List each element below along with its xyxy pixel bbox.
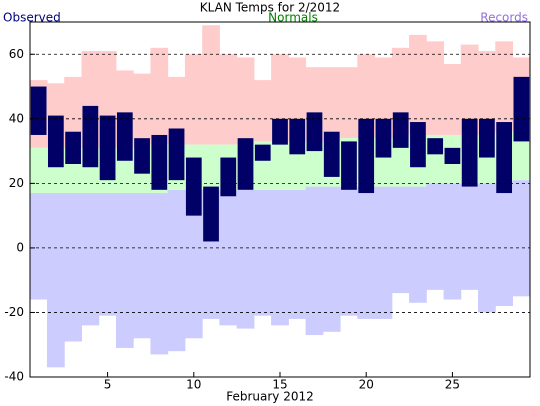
record-high-bar — [426, 41, 445, 135]
record-high-bar — [478, 51, 496, 135]
record-high-bar — [357, 54, 376, 139]
legend-label: Normals — [268, 11, 318, 25]
record-high-bar — [409, 34, 427, 135]
legend-label: Records — [480, 11, 528, 25]
normal-bar — [305, 141, 324, 187]
observed-bar — [513, 76, 530, 142]
record-high-bar — [150, 47, 169, 145]
observed-bar — [99, 115, 116, 181]
normal-bar — [271, 141, 289, 190]
record-high-bar — [184, 54, 203, 145]
record-high-bar — [460, 44, 479, 135]
observed-bar — [461, 118, 478, 187]
record-low-bar — [64, 193, 82, 342]
observed-bar — [203, 186, 219, 242]
record-high-bar — [133, 73, 151, 148]
record-low-bar — [426, 183, 445, 290]
record-high-bar — [202, 25, 220, 145]
x-tick-label: 10 — [186, 378, 201, 392]
observed-bar — [392, 112, 409, 148]
record-high-bar — [253, 80, 272, 142]
observed-bar — [375, 118, 392, 158]
observed-bar — [30, 86, 47, 135]
record-high-bar — [64, 76, 82, 148]
record-low-bar — [133, 193, 151, 339]
x-tick-label: 5 — [104, 378, 112, 392]
observed-bar — [444, 147, 461, 164]
observed-bar — [410, 122, 426, 168]
observed-bar — [134, 138, 150, 174]
plot-border — [29, 21, 531, 378]
record-high-bar — [322, 67, 341, 142]
x-axis-label: February 2012 — [226, 390, 314, 404]
record-low-bar — [98, 193, 117, 316]
legend-label: Observed — [3, 11, 61, 25]
record-high-bar — [340, 67, 358, 139]
y-tick-label: 20 — [9, 176, 24, 190]
observed-bar — [306, 112, 323, 152]
record-low-bar — [288, 189, 307, 319]
y-tick-label: -40 — [4, 370, 24, 384]
observed-bar — [323, 131, 340, 177]
record-low-bar — [46, 193, 65, 368]
record-low-bar — [115, 193, 134, 348]
record-high-bar — [495, 41, 514, 132]
record-low-bar — [81, 193, 100, 326]
record-low-bar — [167, 189, 186, 352]
observed-bar — [82, 105, 99, 168]
normal-bar — [29, 147, 48, 194]
observed-bar — [220, 157, 237, 197]
record-high-bar — [443, 63, 462, 135]
observed-bar — [116, 112, 133, 161]
normal-bar — [512, 131, 531, 181]
record-low-bar — [495, 183, 514, 306]
record-low-bar — [340, 186, 358, 316]
record-low-bar — [184, 189, 203, 339]
record-low-bar — [322, 186, 341, 332]
observed-bar — [358, 118, 375, 194]
observed-bar — [237, 138, 254, 190]
x-tick-label: 25 — [445, 378, 460, 392]
observed-bar — [272, 118, 288, 145]
observed-bar — [427, 138, 444, 155]
record-low-bar — [271, 189, 289, 326]
observed-bar — [168, 128, 185, 181]
record-high-bar — [374, 57, 393, 139]
record-high-bar — [236, 57, 255, 145]
observed-bar — [496, 122, 513, 194]
record-high-bar — [219, 54, 238, 145]
observed-bar — [151, 134, 168, 190]
record-low-bar — [443, 183, 462, 300]
record-low-bar — [150, 193, 169, 355]
record-low-bar — [391, 186, 410, 294]
record-low-bar — [374, 186, 393, 319]
y-tick-label: 60 — [9, 47, 24, 61]
observed-bar — [65, 131, 81, 164]
observed-bar — [479, 118, 495, 158]
y-tick-label: -20 — [4, 305, 24, 319]
record-low-bar — [236, 189, 255, 329]
record-high-bar — [167, 76, 186, 145]
record-low-bar — [219, 189, 238, 326]
observed-bar — [254, 144, 271, 161]
observed-bar — [47, 115, 64, 168]
y-tick-label: 40 — [9, 111, 24, 125]
y-tick-label: 0 — [16, 240, 24, 254]
record-low-bar — [409, 186, 427, 303]
observed-bar — [289, 118, 306, 155]
record-low-bar — [512, 180, 531, 297]
record-low-bar — [29, 193, 48, 300]
record-low-bar — [253, 189, 272, 316]
observed-bar — [185, 157, 202, 216]
record-low-bar — [305, 186, 324, 336]
chart-title: KLAN Temps for 2/2012 — [200, 1, 340, 15]
normal-bar — [202, 144, 220, 190]
normal-bar — [391, 138, 410, 187]
x-tick-label: 20 — [359, 378, 374, 392]
observed-bar — [341, 141, 357, 190]
record-low-bar — [357, 186, 376, 319]
x-tick-label: 15 — [272, 378, 287, 392]
record-low-bar — [460, 183, 479, 290]
